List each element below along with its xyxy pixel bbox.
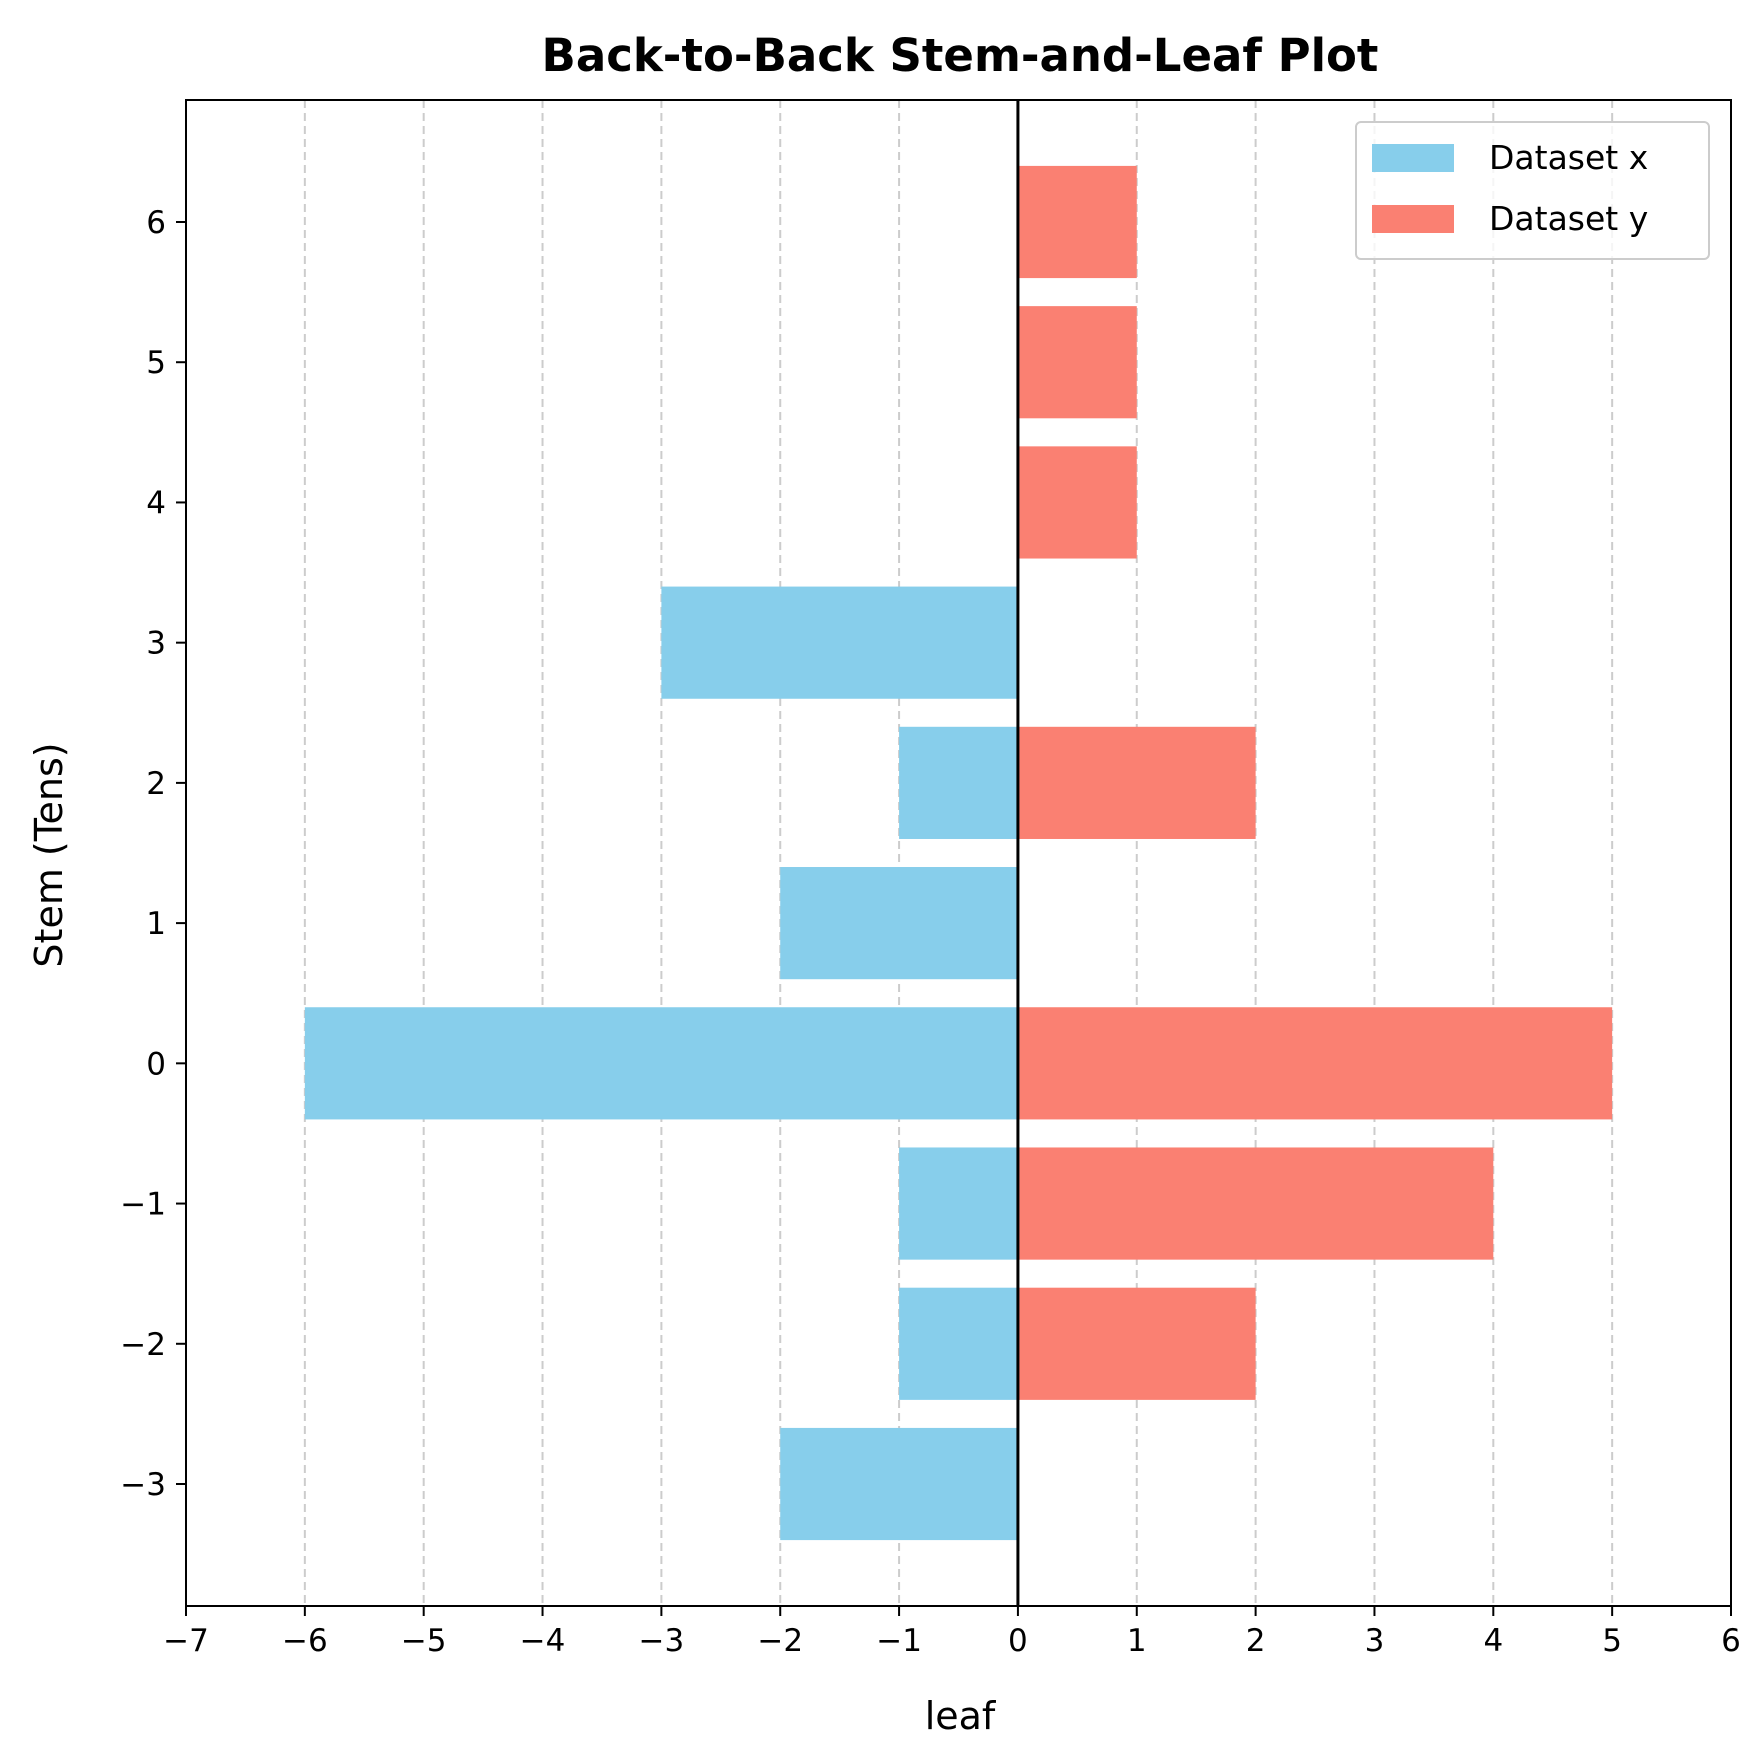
y-tick-label: 5 (146, 345, 166, 381)
x-axis: −7 −6 −5 −4 −3 −2 −1 0 1 2 3 4 5 6 (163, 1606, 1741, 1659)
y-tick-label: 4 (146, 485, 166, 521)
x-tick-label: 1 (1127, 1623, 1147, 1659)
bar-dataset-x-stem--1 (899, 1147, 1018, 1260)
plot-frame (185, 99, 1732, 1607)
x-tick-label: −3 (639, 1623, 685, 1659)
y-tick-label: 6 (146, 205, 166, 241)
x-tick-label: 3 (1365, 1623, 1385, 1659)
bars-layer (304, 165, 1613, 1541)
bar-dataset-x-stem--3 (780, 1427, 1018, 1541)
legend-entries: Dataset x Dataset y (1372, 138, 1648, 238)
y-tick-label: −2 (120, 1327, 166, 1363)
y-tick-label: 3 (146, 626, 166, 662)
bar-dataset-y-stem-6 (1017, 165, 1137, 279)
y-axis-label: Stem (Tens) (27, 742, 71, 967)
x-tick-label: −4 (520, 1623, 566, 1659)
x-tick-label: −7 (163, 1623, 209, 1659)
x-tick-label: 4 (1483, 1623, 1503, 1659)
x-tick-label: −2 (757, 1623, 803, 1659)
bar-dataset-y-stem--2 (1017, 1287, 1256, 1400)
y-tick-label: −1 (120, 1187, 166, 1223)
legend-swatch (1372, 144, 1454, 172)
legend-swatch (1372, 205, 1454, 233)
bar-dataset-x-stem-0 (304, 1007, 1018, 1120)
legend: Dataset x Dataset y (1355, 121, 1710, 260)
bar-dataset-x-stem-1 (780, 867, 1018, 980)
x-tick-label: 2 (1246, 1623, 1266, 1659)
bar-dataset-y-stem--1 (1017, 1147, 1494, 1260)
grid-layer (303, 100, 1614, 1606)
x-tick-label: −6 (282, 1623, 328, 1659)
bar-dataset-y-stem-5 (1017, 306, 1137, 419)
y-tick-label: 2 (146, 766, 166, 802)
bar-dataset-x-stem-3 (661, 586, 1018, 699)
bar-dataset-x-stem--2 (899, 1287, 1018, 1400)
x-axis-label: leaf (925, 1694, 997, 1738)
x-tick-label: 0 (1008, 1623, 1028, 1659)
bar-dataset-y-stem-0 (1017, 1007, 1613, 1120)
y-tick-label: 1 (146, 906, 166, 942)
bar-dataset-y-stem-4 (1017, 446, 1137, 559)
y-tick-label: 0 (146, 1046, 166, 1082)
bar-dataset-y-stem-2 (1017, 726, 1256, 839)
y-axis: −3 −2 −1 0 1 2 3 4 5 6 (120, 205, 186, 1503)
bar-dataset-x-stem-2 (899, 726, 1018, 839)
y-tick-label: −3 (120, 1467, 166, 1503)
x-tick-label: −1 (876, 1623, 922, 1659)
x-tick-label: 6 (1721, 1623, 1741, 1659)
x-tick-label: 5 (1602, 1623, 1622, 1659)
legend-label: Dataset x (1489, 138, 1648, 177)
x-tick-label: −5 (401, 1623, 447, 1659)
chart-title: Back-to-Back Stem-and-Leaf Plot (542, 29, 1379, 82)
legend-label: Dataset y (1489, 199, 1648, 238)
